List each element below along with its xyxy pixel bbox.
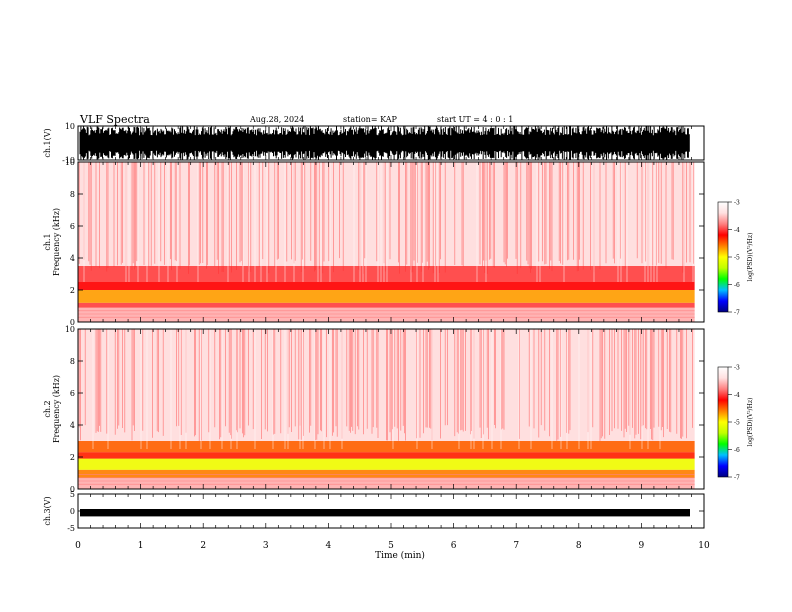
start-time-label: start UT = 4 : 0 : 1	[437, 115, 514, 124]
y-tick-label: 10	[65, 325, 75, 334]
colorbar-tick-label: -5	[734, 255, 740, 262]
date-label: Aug.28, 2024	[250, 115, 305, 124]
y-tick-label: 10	[65, 158, 75, 167]
colorbar-tick-label: -3	[734, 200, 740, 207]
ch3-waveform-trace	[80, 509, 690, 517]
colorbar-tick-label: -3	[734, 365, 740, 372]
ch2-panel-label: ch.2	[43, 400, 52, 417]
station-label: station= KAP	[343, 115, 397, 124]
ch1-axis-label: ch.1(V)	[43, 128, 52, 157]
colorbar-tick-label: -5	[734, 420, 740, 427]
y-tick-label: 6	[70, 389, 75, 398]
x-tick-label: 7	[513, 541, 519, 551]
y-tick-label: 2	[70, 453, 75, 462]
x-tick-label: 10	[698, 541, 710, 551]
colorbar	[717, 201, 729, 313]
ch1-panel-label: ch.1	[43, 233, 52, 250]
x-tick-label: 9	[639, 541, 645, 551]
y-tick-label: -5	[67, 524, 75, 533]
y-tick-label: 0	[70, 507, 75, 516]
colorbar-label: log(PSD)(V²/Hz)	[747, 233, 754, 282]
x-tick-label: 3	[263, 541, 269, 551]
y-tick-label: 0	[70, 318, 75, 327]
spectrogram-band	[78, 307, 695, 322]
y-tick-label: 4	[70, 254, 75, 263]
x-axis-label: Time (min)	[375, 550, 425, 561]
colorbar-label: log(PSD)(V²/Hz)	[747, 398, 754, 447]
x-tick-label: 4	[326, 541, 332, 551]
y-tick-label: 8	[70, 190, 75, 199]
y-tick-label: -10	[62, 156, 75, 165]
spectrogram-band	[78, 302, 695, 308]
spectrogram-gaps	[92, 329, 661, 449]
x-tick-label: 2	[200, 541, 206, 551]
spectrogram-band	[78, 266, 695, 282]
ch1-waveform-trace	[79, 126, 690, 160]
spectrogram-band	[78, 162, 695, 266]
colorbar-tick-label: -4	[734, 227, 740, 234]
spectrogram-band	[78, 282, 695, 290]
colorbar-tick-label: -6	[734, 447, 740, 454]
y-tick-label: 0	[70, 485, 75, 494]
y-tick-label: 8	[70, 357, 75, 366]
chart-title: VLF Spectra	[80, 113, 150, 126]
spectrogram-gaps	[83, 162, 694, 282]
colorbar-tick-label: -6	[734, 282, 740, 289]
y-tick-label: 10	[65, 122, 75, 131]
y-tick-label: 6	[70, 222, 75, 231]
x-tick-label: 8	[576, 541, 582, 551]
y-tick-label: 5	[70, 490, 75, 499]
spectrogram-band	[78, 458, 695, 470]
x-tick-label: 1	[138, 541, 144, 551]
x-tick-label: 6	[451, 541, 457, 551]
ch2-frequency-label: Frequency (kHz)	[52, 375, 61, 443]
ch3-axis-label: ch.3(V)	[43, 496, 52, 525]
colorbar-tick-label: -7	[734, 475, 740, 482]
y-tick-label: 4	[70, 421, 75, 430]
colorbar	[717, 366, 729, 478]
spectrogram-band	[78, 477, 695, 489]
x-tick-label: 5	[388, 541, 394, 551]
spectrogram-band	[78, 441, 695, 453]
spectrogram-band	[78, 469, 695, 478]
colorbar-tick-label: -7	[734, 310, 740, 317]
colorbar-tick-label: -4	[734, 392, 740, 399]
x-tick-label: 0	[75, 541, 81, 551]
spectrogram-band	[78, 452, 695, 459]
spectrogram-band	[78, 290, 695, 303]
y-tick-label: 2	[70, 286, 75, 295]
ch1-frequency-label: Frequency (kHz)	[52, 208, 61, 276]
